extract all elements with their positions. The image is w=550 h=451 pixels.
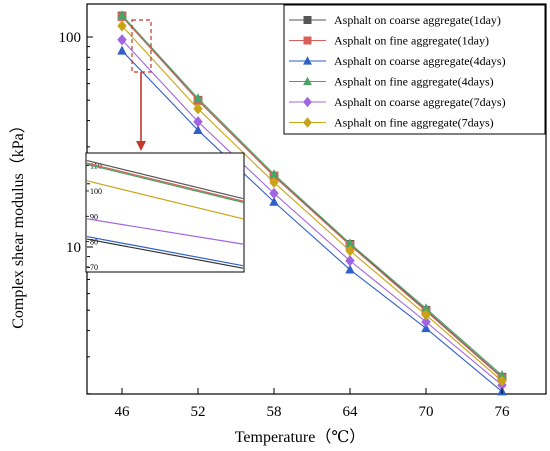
inset-line	[86, 163, 244, 203]
legend-item: Asphalt on fine aggregate(4days)	[289, 75, 494, 89]
legend-item: Asphalt on coarse aggregate(7days)	[289, 95, 506, 109]
marker-triangle	[345, 238, 355, 248]
series-line	[121, 25, 503, 382]
x-tick-label: 52	[191, 404, 206, 420]
inset-line	[86, 180, 244, 220]
legend-label: Asphalt on coarse aggregate(4days)	[334, 54, 506, 68]
series-line	[121, 14, 503, 376]
inset-line	[86, 160, 244, 200]
axes: Temperature（℃） Complex shear modulus（kPa…	[9, 30, 510, 446]
series-line	[121, 50, 503, 392]
marker-triangle	[345, 264, 355, 274]
legend-item: Asphalt on fine aggregate(7days)	[289, 116, 494, 130]
marker-triangle	[303, 76, 312, 86]
legend-item: Asphalt on coarse aggregate(1day)	[289, 13, 501, 27]
legend-label: Asphalt on fine aggregate(4days)	[334, 75, 494, 89]
x-tick-label: 46	[115, 404, 131, 420]
marker-triangle	[193, 125, 203, 135]
marker-triangle	[193, 93, 203, 103]
marker-diamond	[117, 20, 127, 32]
y-tick-label: 10	[66, 240, 81, 256]
marker-diamond	[303, 96, 312, 108]
marker-triangle	[117, 45, 127, 55]
zoom-arrow-head	[136, 141, 146, 151]
legend-box	[283, 4, 546, 135]
x-axis-title: Temperature（℃）	[235, 428, 366, 446]
marker-diamond	[497, 375, 507, 387]
marker-diamond	[117, 34, 127, 46]
marker-triangle	[269, 196, 279, 206]
y-tick-label: 100	[59, 30, 82, 46]
y-axis-title: Complex shear modulus（kPa）	[9, 117, 27, 329]
marker-diamond	[193, 103, 203, 115]
inset-line	[86, 162, 244, 202]
legend-label: Asphalt on coarse aggregate(1day)	[334, 13, 501, 27]
marker-diamond	[345, 255, 355, 267]
marker-triangle	[303, 56, 312, 65]
legend-label: Asphalt on coarse aggregate(7days)	[334, 95, 506, 109]
x-tick-label: 58	[267, 404, 282, 420]
legend-item: Asphalt on fine aggregate(1day)	[289, 34, 489, 48]
marker-triangle	[117, 10, 127, 20]
marker-square	[303, 16, 312, 24]
zoom-indicator	[131, 19, 152, 151]
legend-label: Asphalt on fine aggregate(7days)	[334, 116, 494, 130]
marker-diamond	[421, 309, 431, 321]
marker-diamond	[269, 187, 279, 199]
inset-line	[86, 218, 244, 245]
x-tick-label: 70	[419, 404, 434, 420]
marker-triangle	[421, 303, 431, 313]
marker-triangle	[421, 323, 431, 333]
inset-line	[86, 238, 244, 269]
marker-square	[303, 36, 312, 45]
inset-line	[86, 235, 244, 267]
legend-label: Asphalt on fine aggregate(1day)	[334, 34, 489, 48]
marker-diamond	[303, 117, 312, 128]
legend-item: Asphalt on coarse aggregate(4days)	[289, 54, 506, 68]
series-line	[121, 39, 503, 386]
inset-tick-label: 70	[90, 263, 98, 272]
legend: Asphalt on coarse aggregate(1day) Asphalt…	[283, 4, 546, 135]
series	[117, 10, 507, 380]
marker-diamond	[269, 176, 279, 189]
inset-tick-label: 90	[90, 212, 98, 221]
marker-diamond	[421, 316, 431, 328]
inset-tick-label: 100	[90, 187, 102, 196]
marker-triangle	[497, 370, 507, 380]
series	[117, 20, 507, 387]
x-tick-label: 64	[343, 404, 359, 420]
marker-diamond	[345, 245, 355, 257]
x-tick-label: 76	[495, 404, 511, 420]
marker-triangle	[269, 169, 279, 179]
marker-diamond	[193, 116, 203, 128]
series-line	[121, 16, 503, 379]
inset-tick-label: 80	[90, 238, 98, 247]
inset-chart: 708090100110	[85, 152, 245, 273]
series-layer	[117, 10, 507, 396]
